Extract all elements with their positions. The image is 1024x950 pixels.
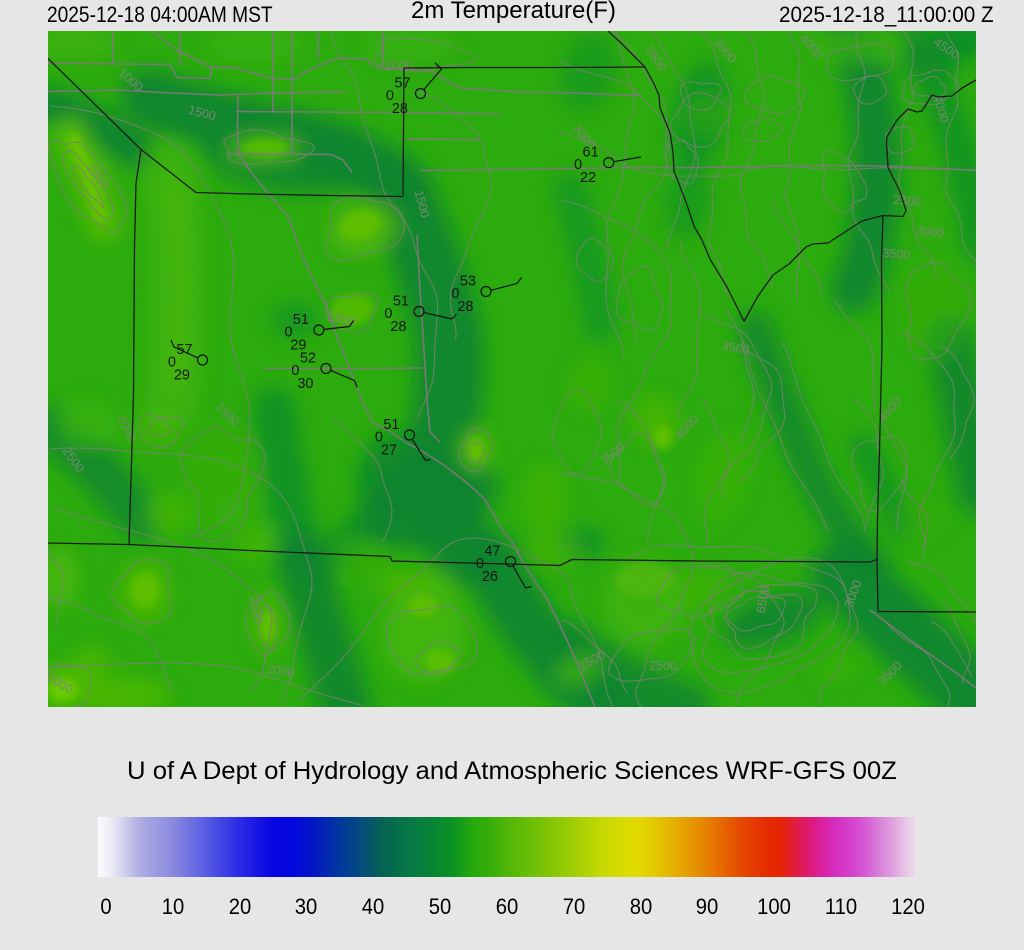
svg-text:6500: 6500 <box>754 584 773 614</box>
svg-text:28: 28 <box>390 319 406 335</box>
svg-text:61: 61 <box>583 145 599 161</box>
svg-text:51: 51 <box>383 417 399 433</box>
svg-text:0: 0 <box>284 325 292 341</box>
svg-text:0: 0 <box>291 363 299 379</box>
svg-text:0: 0 <box>384 306 392 322</box>
svg-text:2500: 2500 <box>649 659 677 673</box>
svg-text:27: 27 <box>381 443 397 459</box>
svg-text:0: 0 <box>451 286 459 302</box>
svg-text:2000: 2000 <box>385 59 413 73</box>
svg-text:1500: 1500 <box>412 189 433 220</box>
svg-text:53: 53 <box>460 274 476 290</box>
svg-text:1500: 1500 <box>187 103 218 124</box>
svg-text:30: 30 <box>297 376 313 392</box>
svg-text:2000: 2000 <box>266 662 296 681</box>
svg-text:57: 57 <box>176 342 192 358</box>
svg-text:0: 0 <box>168 355 176 371</box>
svg-text:28: 28 <box>457 299 473 315</box>
svg-text:3000: 3000 <box>916 224 945 240</box>
svg-text:22: 22 <box>580 170 596 186</box>
svg-text:52: 52 <box>300 351 316 367</box>
svg-text:2000: 2000 <box>247 594 266 624</box>
svg-text:0: 0 <box>476 556 484 572</box>
svg-text:3500: 3500 <box>882 246 911 262</box>
svg-text:4000: 4000 <box>931 94 952 125</box>
svg-text:29: 29 <box>174 368 190 384</box>
svg-text:2500: 2500 <box>893 193 922 209</box>
svg-text:3500: 3500 <box>721 339 751 358</box>
svg-text:28: 28 <box>392 101 408 117</box>
svg-text:0: 0 <box>375 430 383 446</box>
svg-text:57: 57 <box>394 76 410 92</box>
svg-text:51: 51 <box>393 294 409 310</box>
svg-text:47: 47 <box>484 544 500 560</box>
svg-text:0: 0 <box>574 157 582 173</box>
svg-text:51: 51 <box>293 312 309 328</box>
svg-text:0: 0 <box>386 88 394 104</box>
svg-text:26: 26 <box>482 569 498 585</box>
svg-text:29: 29 <box>290 338 306 354</box>
